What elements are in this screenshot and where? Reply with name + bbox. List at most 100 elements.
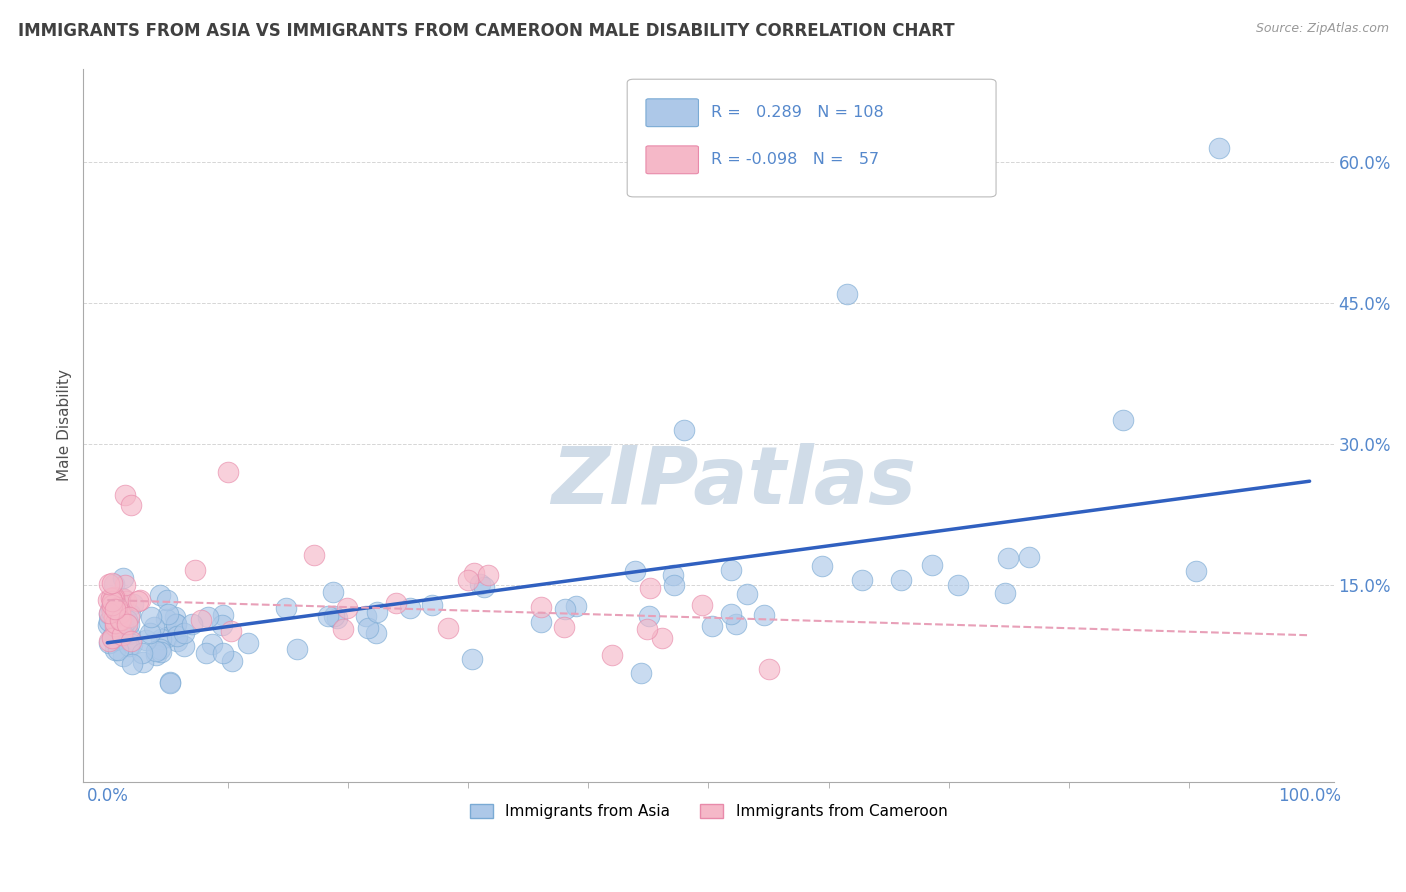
Point	[173, 639, 195, 653]
Point	[111, 591, 134, 606]
Point	[155, 612, 177, 626]
Point	[111, 649, 134, 664]
Text: ZIPatlas: ZIPatlas	[551, 443, 915, 521]
Point	[104, 629, 127, 643]
Point	[98, 606, 121, 620]
Point	[145, 648, 167, 663]
Point	[212, 607, 235, 622]
Point	[108, 607, 131, 622]
Point	[112, 591, 135, 606]
Point	[114, 577, 136, 591]
Point	[112, 615, 135, 629]
Point	[994, 585, 1017, 599]
Point	[110, 619, 132, 633]
Point	[114, 594, 136, 608]
Point	[165, 616, 187, 631]
Point	[384, 596, 406, 610]
Point	[150, 645, 173, 659]
Point	[114, 488, 136, 502]
Point	[457, 573, 479, 587]
Point	[530, 615, 553, 629]
Point	[238, 636, 260, 650]
Point	[354, 609, 377, 624]
Point	[811, 558, 834, 573]
Point	[107, 643, 129, 657]
Point	[117, 610, 139, 624]
Point	[100, 591, 122, 606]
Point	[165, 616, 187, 631]
Point	[121, 637, 143, 651]
FancyBboxPatch shape	[627, 79, 995, 197]
Point	[104, 599, 127, 614]
Point	[156, 593, 179, 607]
Point	[530, 599, 553, 614]
Point	[326, 611, 349, 625]
Point	[420, 598, 443, 612]
Point	[115, 616, 138, 631]
Point	[159, 675, 181, 690]
Point	[97, 592, 120, 607]
Point	[1208, 141, 1230, 155]
Point	[104, 602, 127, 616]
Point	[101, 594, 124, 608]
Point	[664, 578, 686, 592]
Legend: Immigrants from Asia, Immigrants from Cameroon: Immigrants from Asia, Immigrants from Ca…	[464, 798, 953, 825]
Point	[553, 620, 575, 634]
Point	[105, 616, 128, 631]
Point	[565, 599, 588, 614]
Point	[399, 601, 422, 615]
Point	[120, 633, 142, 648]
Point	[101, 598, 124, 612]
Point	[201, 637, 224, 651]
Point	[141, 609, 163, 624]
Point	[624, 565, 647, 579]
Point	[851, 573, 873, 587]
FancyBboxPatch shape	[645, 146, 699, 174]
Point	[107, 594, 129, 608]
Point	[673, 423, 696, 437]
Point	[437, 621, 460, 635]
Point	[184, 563, 207, 577]
Point	[285, 642, 308, 657]
Point	[103, 611, 125, 625]
Point	[194, 646, 217, 660]
Text: R = -0.098   N =   57: R = -0.098 N = 57	[711, 153, 879, 168]
Point	[101, 575, 124, 590]
Point	[108, 607, 131, 621]
Point	[554, 602, 576, 616]
Point	[322, 608, 344, 623]
Point	[463, 566, 485, 581]
Point	[97, 577, 120, 591]
Point	[662, 568, 685, 582]
Point	[117, 627, 139, 641]
Point	[98, 634, 121, 648]
Point	[636, 623, 658, 637]
Point	[100, 601, 122, 615]
Point	[111, 626, 134, 640]
Point	[725, 617, 748, 632]
Point	[101, 591, 124, 606]
Point	[111, 628, 134, 642]
Point	[107, 604, 129, 618]
Point	[98, 615, 121, 629]
Point	[600, 648, 623, 662]
Point	[101, 631, 124, 645]
Point	[219, 624, 242, 638]
Point	[104, 632, 127, 647]
Point	[197, 610, 219, 624]
Point	[166, 629, 188, 643]
Point	[700, 618, 723, 632]
Point	[103, 576, 125, 591]
Point	[304, 548, 326, 562]
Point	[108, 599, 131, 614]
Point	[835, 286, 858, 301]
Point	[97, 618, 120, 632]
Point	[1112, 413, 1135, 427]
Point	[735, 587, 758, 601]
Point	[166, 633, 188, 648]
Point	[720, 607, 742, 621]
Point	[150, 632, 173, 646]
Point	[120, 498, 142, 512]
Point	[145, 644, 167, 658]
Point	[157, 607, 180, 621]
